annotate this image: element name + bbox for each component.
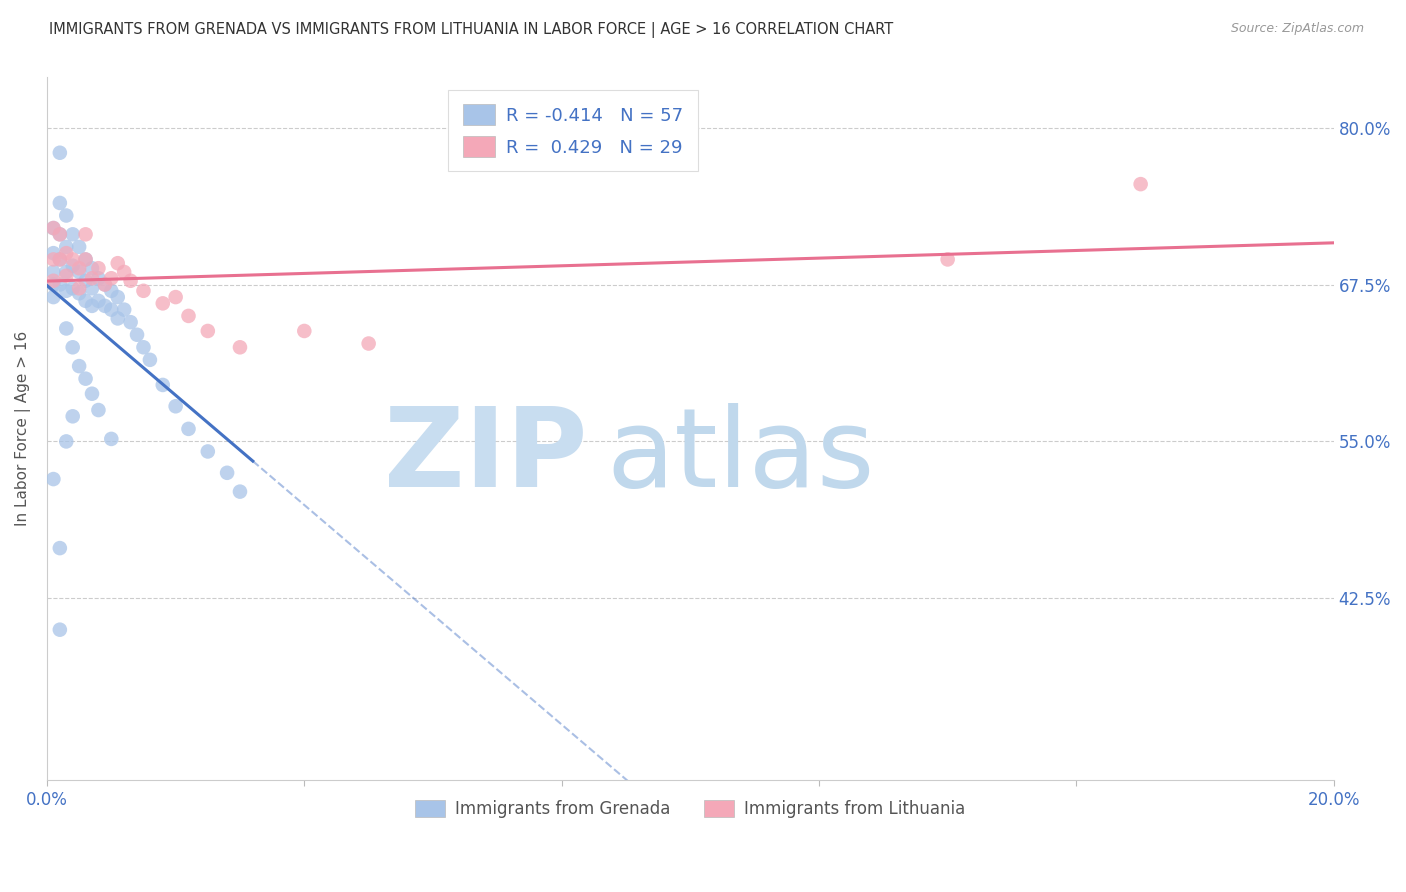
Point xyxy=(292,324,315,338)
Point xyxy=(132,284,155,298)
Point xyxy=(55,268,77,283)
Point xyxy=(100,284,122,298)
Point xyxy=(75,252,97,267)
Point xyxy=(49,623,72,637)
Point xyxy=(100,271,122,285)
Point xyxy=(49,145,72,160)
Point xyxy=(165,399,187,413)
Point xyxy=(62,227,84,242)
Point xyxy=(357,336,380,351)
Point xyxy=(120,315,142,329)
Point xyxy=(120,274,142,288)
Point xyxy=(49,252,72,267)
Text: IMMIGRANTS FROM GRENADA VS IMMIGRANTS FROM LITHUANIA IN LABOR FORCE | AGE > 16 C: IMMIGRANTS FROM GRENADA VS IMMIGRANTS FR… xyxy=(49,22,893,38)
Point xyxy=(229,340,252,354)
Point xyxy=(94,299,117,313)
Point xyxy=(87,403,110,417)
Point xyxy=(67,359,90,373)
Point xyxy=(49,227,72,242)
Point xyxy=(67,281,90,295)
Point xyxy=(197,444,219,458)
Point xyxy=(62,281,84,295)
Point xyxy=(112,302,135,317)
Point xyxy=(80,281,103,295)
Point xyxy=(139,352,162,367)
Point xyxy=(42,221,65,235)
Point xyxy=(177,422,200,436)
Point xyxy=(55,284,77,298)
Point xyxy=(49,252,72,267)
Point xyxy=(75,274,97,288)
Point xyxy=(80,299,103,313)
Point xyxy=(125,327,148,342)
Point xyxy=(936,252,959,267)
Point xyxy=(87,293,110,308)
Point xyxy=(107,311,129,326)
Point xyxy=(107,290,129,304)
Point xyxy=(42,265,65,279)
Point xyxy=(55,246,77,260)
Y-axis label: In Labor Force | Age > 16: In Labor Force | Age > 16 xyxy=(15,331,31,526)
Text: atlas: atlas xyxy=(606,403,875,510)
Point xyxy=(55,240,77,254)
Point xyxy=(75,293,97,308)
Point xyxy=(62,259,84,273)
Legend: Immigrants from Grenada, Immigrants from Lithuania: Immigrants from Grenada, Immigrants from… xyxy=(409,793,972,825)
Point xyxy=(67,286,90,301)
Point xyxy=(75,252,97,267)
Point xyxy=(100,432,122,446)
Point xyxy=(62,340,84,354)
Point xyxy=(152,378,174,392)
Point xyxy=(217,466,239,480)
Point xyxy=(62,409,84,424)
Point xyxy=(67,261,90,276)
Point xyxy=(42,290,65,304)
Point xyxy=(55,265,77,279)
Point xyxy=(80,386,103,401)
Point xyxy=(177,309,200,323)
Point xyxy=(1129,177,1152,191)
Point xyxy=(49,541,72,555)
Point xyxy=(49,196,72,211)
Point xyxy=(87,261,110,276)
Text: Source: ZipAtlas.com: Source: ZipAtlas.com xyxy=(1230,22,1364,36)
Point xyxy=(112,265,135,279)
Point xyxy=(42,221,65,235)
Point xyxy=(80,271,103,285)
Point xyxy=(94,277,117,292)
Point xyxy=(75,227,97,242)
Point xyxy=(100,302,122,317)
Point xyxy=(62,252,84,267)
Point xyxy=(55,434,77,449)
Text: ZIP: ZIP xyxy=(384,403,588,510)
Point xyxy=(229,484,252,499)
Point xyxy=(42,246,65,260)
Point xyxy=(67,265,90,279)
Point xyxy=(80,261,103,276)
Point xyxy=(132,340,155,354)
Point xyxy=(42,277,65,292)
Point xyxy=(42,472,65,486)
Point xyxy=(165,290,187,304)
Point xyxy=(67,240,90,254)
Point xyxy=(49,227,72,242)
Point xyxy=(87,271,110,285)
Point xyxy=(42,252,65,267)
Point xyxy=(152,296,174,310)
Point xyxy=(42,274,65,288)
Point xyxy=(197,324,219,338)
Point xyxy=(49,277,72,292)
Point xyxy=(107,256,129,270)
Point xyxy=(75,372,97,386)
Point xyxy=(55,209,77,223)
Point xyxy=(94,277,117,292)
Point xyxy=(55,321,77,335)
